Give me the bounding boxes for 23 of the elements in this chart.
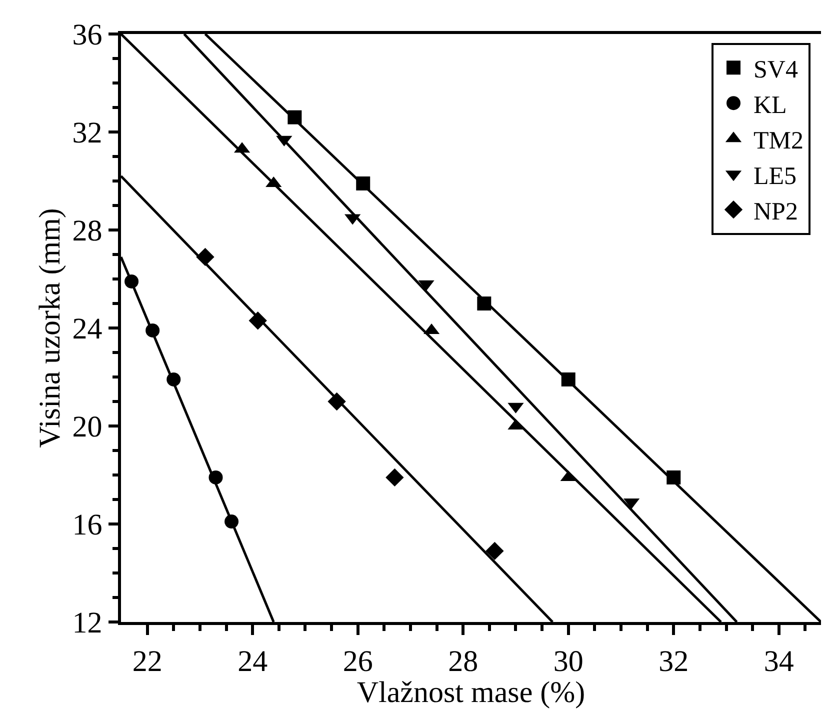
y-tick-label: 20	[72, 410, 102, 444]
y-tick-label: 36	[72, 18, 102, 52]
legend-label: LE5	[754, 162, 797, 190]
legend-label: KL	[754, 92, 787, 119]
x-tick-label: 34	[764, 644, 794, 678]
x-tick-label: 30	[553, 644, 584, 678]
x-tick-label: 26	[342, 644, 373, 678]
x-tick-label: 24	[238, 644, 268, 678]
y-tick-label: 24	[72, 312, 102, 346]
x-tick-label: 32	[658, 644, 689, 678]
y-tick-label: 16	[72, 508, 102, 542]
point	[386, 468, 404, 487]
x-tick-label: 28	[448, 644, 478, 678]
legend-label: NP2	[754, 198, 798, 226]
y-tick-label: 12	[72, 606, 102, 640]
point	[486, 542, 504, 560]
y-axis-title: Visina uzorka (mm)	[33, 208, 66, 448]
legend-label: SV4	[754, 56, 798, 84]
legend-label: TM2	[754, 127, 804, 154]
y-tick-label: 28	[72, 214, 102, 248]
y-tick-label: 32	[72, 116, 102, 150]
x-axis-title: Vlažnost mase (%)	[356, 676, 586, 709]
x-tick-label: 22	[132, 644, 162, 678]
